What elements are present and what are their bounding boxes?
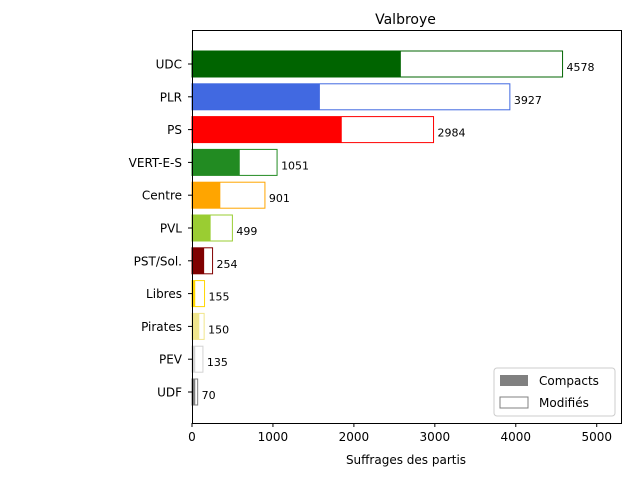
- bar-compacts-3: [192, 149, 240, 176]
- x-axis-label: Suffrages des partis: [346, 453, 466, 467]
- y-tick-label-1: PLR: [160, 90, 182, 104]
- bar-compacts-2: [192, 116, 342, 143]
- value-label-7: 155: [209, 291, 230, 304]
- bar-compacts-9: [192, 346, 196, 373]
- bar-compacts-4: [192, 182, 221, 209]
- y-tick-label-0: UDC: [156, 58, 182, 72]
- chart-title: Valbroye: [375, 12, 436, 28]
- x-tick-label-4: 4000: [501, 430, 532, 444]
- y-tick-label-5: PVL: [160, 222, 182, 236]
- legend-swatch-compacts: [500, 375, 528, 386]
- x-tick-label-1: 1000: [258, 430, 289, 444]
- value-label-6: 254: [217, 258, 238, 271]
- y-tick-label-8: Pirates: [141, 320, 182, 334]
- y-tick-label-2: PS: [167, 123, 182, 137]
- y-tick-label-10: UDF: [157, 386, 182, 400]
- x-tick-label-0: 0: [188, 430, 196, 444]
- value-label-5: 499: [236, 225, 257, 238]
- x-tick-label-2: 2000: [339, 430, 370, 444]
- y-tick-label-3: VERT-E-S: [129, 156, 182, 170]
- y-tick-label-6: PST/Sol.: [134, 254, 182, 268]
- value-label-4: 901: [269, 192, 290, 205]
- bar-compacts-0: [192, 51, 401, 77]
- legend-label-modifies: Modifiés: [539, 396, 589, 410]
- value-label-3: 1051: [281, 159, 309, 172]
- bar-compacts-6: [192, 247, 205, 274]
- y-tick-label-4: Centre: [142, 189, 182, 203]
- value-label-1: 3927: [514, 94, 542, 107]
- bar-compacts-5: [192, 215, 211, 241]
- value-label-9: 135: [207, 356, 228, 369]
- bar-compacts-10: [192, 379, 196, 405]
- y-tick-label-9: PEV: [159, 353, 183, 367]
- value-label-0: 4578: [567, 61, 595, 74]
- value-label-8: 150: [208, 323, 229, 336]
- legend-swatch-modifies: [499, 396, 529, 409]
- plot-frame: [192, 30, 622, 424]
- value-label-10: 70: [202, 389, 216, 402]
- legend-label-compacts: Compacts: [539, 374, 599, 388]
- x-tick-label-3: 3000: [420, 430, 451, 444]
- bar-compacts-1: [192, 83, 320, 110]
- x-tick-label-5: 5000: [581, 430, 612, 444]
- y-tick-label-7: Libres: [146, 287, 182, 301]
- value-label-2: 2984: [438, 127, 466, 140]
- bar-compacts-8: [192, 313, 200, 340]
- bar-compacts-7: [192, 280, 196, 307]
